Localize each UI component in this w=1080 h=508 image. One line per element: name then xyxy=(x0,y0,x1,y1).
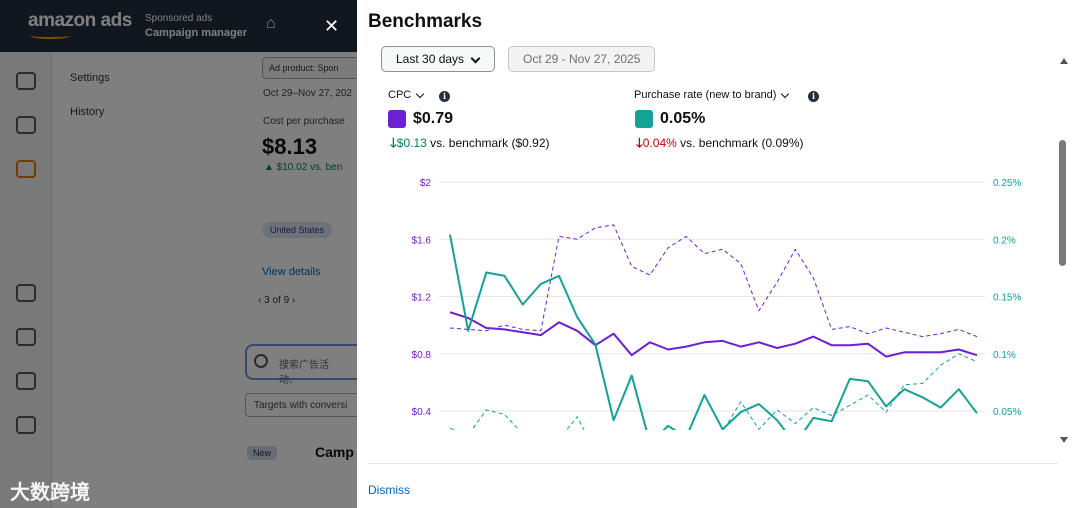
cpc-benchmark-line xyxy=(449,224,978,338)
cpc-actual-line xyxy=(449,311,978,358)
left-axis-tick-label: $2 xyxy=(420,178,432,189)
dismiss-link[interactable]: Dismiss xyxy=(368,483,410,497)
left-axis-tick-label: $1.6 xyxy=(412,235,432,246)
close-icon[interactable]: ✕ xyxy=(324,16,340,36)
drawer-title: Benchmarks xyxy=(368,11,483,32)
chevron-down-icon xyxy=(781,89,790,99)
benchmarks-drawer: Benchmarks Last 30 days Oct 29 - Nov 27,… xyxy=(357,0,1080,508)
right-axis-tick-label: 0.1% xyxy=(993,350,1016,361)
right-axis-tick-label: 0.05% xyxy=(993,407,1021,418)
purchase-rate-metric-selector[interactable]: Purchase rate (new to brand) xyxy=(634,89,790,101)
purchase-rate-benchmark-line xyxy=(449,353,978,430)
scroll-up-arrow-icon[interactable] xyxy=(1060,58,1068,64)
purchase-rate-swatch xyxy=(635,110,653,128)
scrollbar-thumb[interactable] xyxy=(1059,140,1066,266)
date-range-field: Oct 29 - Nov 27, 2025 xyxy=(508,46,655,72)
right-axis-tick-label: 0.2% xyxy=(993,235,1016,246)
purchase-rate-label: Purchase rate (new to brand) xyxy=(634,89,777,101)
cpc-benchmark-text: vs. benchmark ($0.92) xyxy=(430,136,550,150)
date-range-dropdown-label: Last 30 days xyxy=(396,52,465,66)
chevron-down-icon xyxy=(415,89,425,99)
cpc-metric-selector[interactable]: CPC xyxy=(388,89,425,101)
left-axis-tick-label: $0.4 xyxy=(412,407,432,418)
modal-overlay[interactable] xyxy=(0,0,357,508)
date-range-dropdown[interactable]: Last 30 days xyxy=(381,46,495,72)
purchase-rate-value: 0.05% xyxy=(660,110,706,127)
purchase-rate-actual-line xyxy=(449,234,978,430)
left-axis-tick-label: $0.8 xyxy=(412,350,432,361)
cpc-delta: $0.13 xyxy=(396,136,427,150)
cpc-label: CPC xyxy=(388,89,412,101)
watermark-text: 大数跨境 xyxy=(10,482,90,504)
left-axis-tick-label: $1.2 xyxy=(412,293,432,304)
right-axis-tick-label: 0.15% xyxy=(993,293,1021,304)
arrow-down-icon: 🡓 xyxy=(636,135,643,150)
info-icon[interactable]: i xyxy=(439,91,450,102)
benchmark-line-chart: $0.4 0.05% $0.8 0.1% $1.2 0.15% $1.6 0.2% $2 0.25… xyxy=(412,178,1021,430)
chevron-down-icon xyxy=(470,53,481,64)
purchase-rate-delta: 0.04% xyxy=(642,136,677,150)
scroll-down-arrow-icon[interactable] xyxy=(1060,437,1068,443)
arrow-down-icon: 🡓 xyxy=(390,135,397,150)
purchase-rate-comparison: 🡓0.04% vs. benchmark (0.09%) xyxy=(636,134,804,156)
purchase-rate-benchmark-text: vs. benchmark (0.09%) xyxy=(680,136,804,150)
cpc-value: $0.79 xyxy=(413,110,454,127)
right-axis-tick-label: 0.25% xyxy=(993,178,1021,189)
cpc-comparison: 🡓$0.13 vs. benchmark ($0.92) xyxy=(390,134,550,156)
info-icon[interactable]: i xyxy=(808,91,819,102)
footer-divider xyxy=(368,463,1058,464)
cpc-swatch xyxy=(388,110,406,128)
